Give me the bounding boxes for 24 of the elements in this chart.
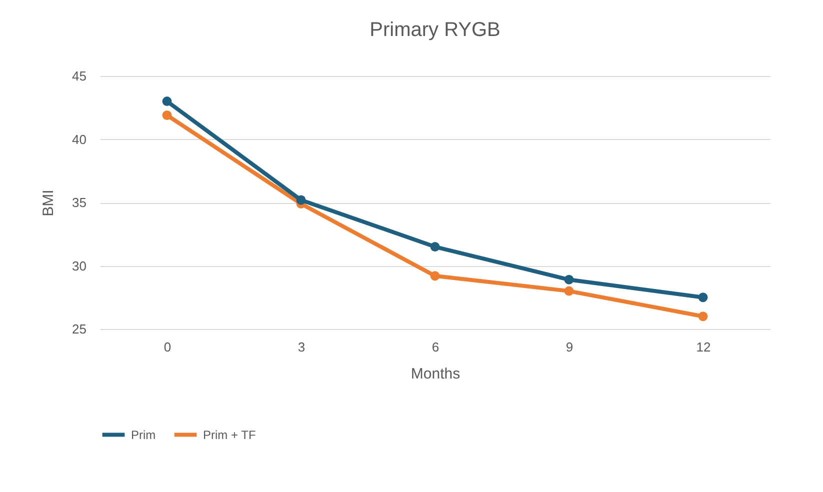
point bbox=[162, 110, 172, 120]
point bbox=[296, 195, 306, 205]
x-tick-label: 0 bbox=[164, 340, 172, 354]
y-tick-label: 30 bbox=[72, 258, 86, 274]
y-tick-label: 25 bbox=[72, 322, 86, 336]
y-tick-label: 35 bbox=[72, 195, 86, 210]
x-tick-label: 6 bbox=[432, 340, 440, 354]
legend-label: Prim bbox=[131, 428, 156, 442]
point bbox=[430, 271, 440, 281]
x-axis-title: Months bbox=[410, 366, 460, 382]
x-tick-label: 9 bbox=[566, 340, 574, 354]
point bbox=[698, 292, 708, 302]
y-tick-label: 45 bbox=[72, 68, 86, 84]
chart-title: Primary RYGB bbox=[370, 19, 500, 41]
point bbox=[430, 242, 440, 252]
point bbox=[698, 312, 708, 322]
point bbox=[564, 274, 574, 284]
point bbox=[162, 96, 172, 106]
x-tick-label: 12 bbox=[696, 340, 711, 354]
x-tick-label: 3 bbox=[298, 340, 306, 354]
y-axis-title: BMI bbox=[40, 190, 58, 216]
legend-label: Prim + TF bbox=[203, 428, 256, 442]
point bbox=[564, 286, 574, 296]
y-tick-label: 40 bbox=[72, 132, 86, 147]
